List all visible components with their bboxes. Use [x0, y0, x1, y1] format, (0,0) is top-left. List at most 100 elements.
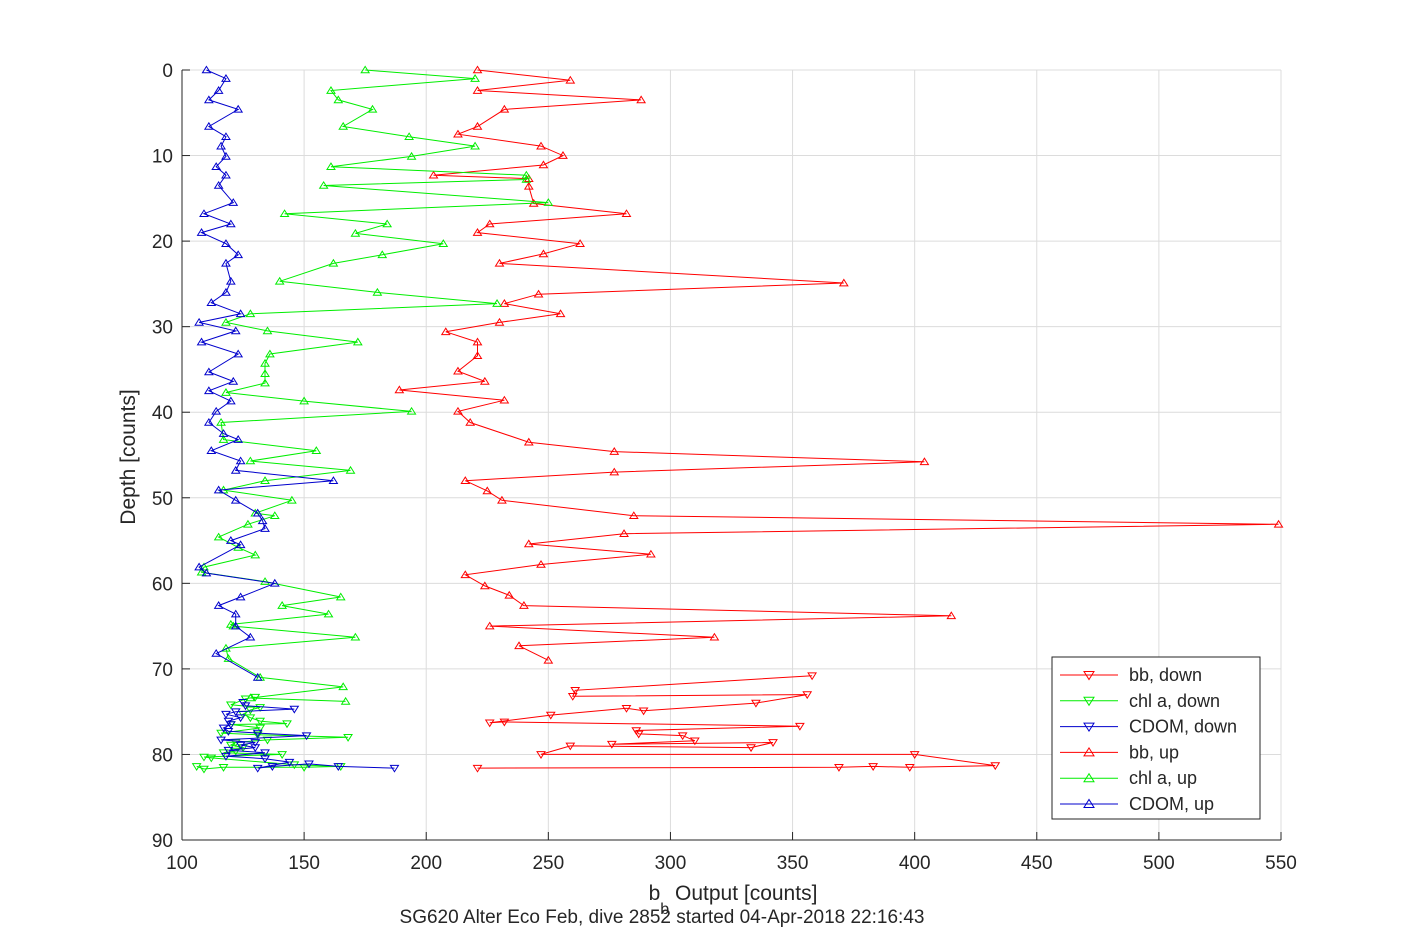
data-point — [230, 326, 241, 335]
series-bb-up — [394, 65, 1284, 664]
data-point — [472, 228, 483, 236]
data-point — [196, 337, 207, 346]
data-point — [245, 632, 256, 641]
data-point — [245, 456, 256, 465]
data-point — [1273, 519, 1284, 528]
data-point — [621, 704, 632, 713]
data-point — [460, 476, 471, 484]
data-point — [406, 406, 417, 415]
data-point — [565, 75, 576, 84]
data-point — [250, 739, 261, 748]
data-point — [536, 141, 546, 150]
data-point — [606, 740, 617, 749]
data-point — [230, 609, 241, 618]
y-tick-label: 80 — [152, 745, 173, 766]
data-point — [203, 386, 214, 395]
data-point — [196, 228, 207, 236]
data-point — [609, 467, 620, 476]
data-point — [372, 287, 383, 296]
legend-swatch-marker — [1083, 746, 1095, 757]
data-point — [494, 258, 505, 267]
data-point — [260, 369, 270, 378]
data-point — [260, 358, 270, 367]
data-point — [216, 417, 226, 426]
legend-swatch-marker — [1083, 696, 1095, 707]
data-point — [406, 151, 417, 160]
x-axis-label-main: b — [649, 882, 661, 905]
data-point — [223, 654, 234, 662]
data-point — [228, 198, 239, 206]
data-point — [301, 732, 312, 741]
series-cdom-down — [216, 698, 400, 773]
data-point — [211, 162, 222, 170]
data-point — [282, 720, 292, 729]
data-point — [499, 299, 510, 307]
y-tick-label: 60 — [152, 574, 173, 595]
data-point — [472, 65, 483, 74]
data-point — [709, 632, 720, 641]
series-bb-down — [472, 672, 1001, 773]
data-point — [834, 763, 844, 772]
data-point — [221, 317, 231, 326]
data-point — [360, 65, 371, 74]
data-point — [218, 435, 229, 443]
data-point — [575, 239, 585, 247]
data-point — [225, 536, 236, 544]
x-tick-label: 100 — [166, 853, 198, 874]
data-point — [223, 746, 234, 755]
data-point — [235, 714, 246, 723]
series-layer — [191, 65, 1284, 774]
data-point — [230, 495, 241, 504]
data-point — [277, 751, 288, 759]
x-tick-label: 550 — [1265, 853, 1297, 874]
data-point — [245, 693, 256, 702]
data-point — [326, 162, 336, 170]
legend-item: chl a, up — [1060, 768, 1197, 788]
series-line — [198, 69, 334, 678]
data-point — [428, 170, 439, 179]
y-tick-label: 20 — [152, 232, 173, 253]
data-point — [484, 219, 495, 228]
data-point — [609, 447, 620, 455]
data-point — [484, 719, 495, 728]
data-point — [352, 337, 363, 346]
data-point — [545, 711, 556, 720]
data-point — [201, 65, 212, 74]
data-point — [196, 567, 207, 576]
legend-item: CDOM, down — [1060, 717, 1237, 737]
data-point — [199, 765, 209, 774]
data-point — [257, 516, 268, 525]
data-point — [838, 278, 849, 287]
data-point — [230, 747, 241, 756]
legend-label: bb, down — [1129, 665, 1202, 685]
data-point — [499, 104, 510, 113]
legend-swatch-marker — [1083, 722, 1095, 733]
data-point — [338, 682, 349, 691]
data-point — [216, 141, 226, 150]
data-point — [233, 435, 244, 443]
legend-item: chl a, down — [1060, 691, 1220, 711]
data-point — [533, 289, 544, 298]
data-point — [543, 198, 554, 206]
data-point — [868, 763, 879, 771]
data-point — [460, 570, 471, 579]
data-point — [494, 317, 505, 326]
data-point — [250, 744, 261, 753]
data-point — [223, 717, 234, 726]
data-point — [252, 731, 263, 740]
data-point — [199, 753, 209, 762]
legend-label: bb, up — [1129, 742, 1179, 762]
data-point — [221, 239, 231, 247]
data-point — [262, 326, 273, 335]
data-point — [807, 672, 817, 681]
data-point — [223, 728, 234, 736]
data-point — [470, 74, 480, 82]
data-point — [536, 559, 546, 568]
data-point — [479, 376, 490, 385]
data-point — [284, 758, 295, 767]
y-tick-label: 0 — [162, 61, 173, 82]
data-point — [523, 181, 534, 190]
x-axis-label: bb Output [counts] — [649, 882, 818, 918]
data-point — [289, 705, 300, 714]
